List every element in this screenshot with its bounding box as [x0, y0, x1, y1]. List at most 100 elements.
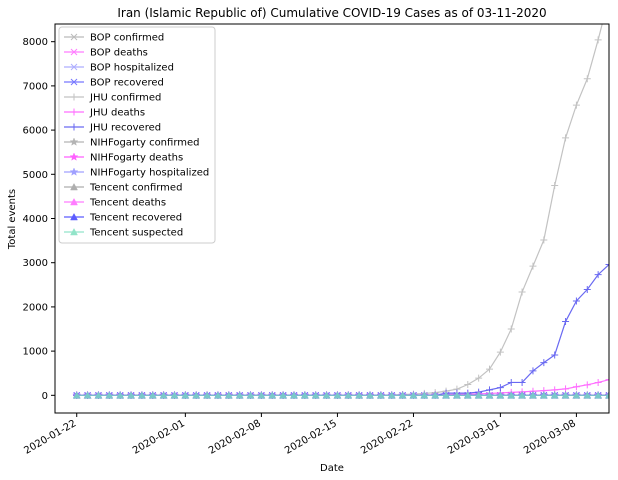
legend-label: NIHFogarty confirmed — [90, 138, 200, 149]
data-point-tencent-suspected — [300, 391, 309, 399]
legend-label: JHU confirmed — [89, 93, 161, 104]
y-tick-label: 2000 — [23, 302, 48, 313]
data-point-tencent-suspected — [453, 391, 461, 399]
legend-label: NIHFogarty hospitalized — [90, 168, 209, 179]
series-line-jhu-recovered — [76, 264, 609, 396]
legend-marker — [70, 182, 78, 191]
data-point-tencent-suspected — [376, 391, 385, 399]
legend-entry-nihfogarty-confirmed — [64, 137, 84, 146]
legend-entry-tencent-confirmed — [64, 182, 84, 191]
data-point-tencent-suspected — [116, 391, 125, 399]
data-point-tencent-suspected — [94, 391, 103, 399]
legend-label: Tencent recovered — [89, 213, 182, 224]
x-axis-label: Date — [320, 463, 344, 474]
data-point-tencent-suspected — [322, 391, 331, 399]
data-point-jhu-recovered — [551, 351, 559, 359]
data-point-jhu-recovered — [507, 378, 515, 386]
data-point-jhu-recovered — [594, 271, 602, 279]
data-point-tencent-suspected — [290, 391, 298, 399]
data-point-tencent-suspected — [72, 391, 81, 399]
data-point-jhu-confirmed — [529, 262, 537, 270]
legend-entry-jhu-confirmed — [64, 93, 84, 101]
data-point-tencent-suspected — [605, 391, 609, 399]
plot-frame — [54, 23, 610, 414]
y-axis-label: Total events — [7, 189, 18, 250]
data-point-tencent-suspected — [355, 391, 364, 399]
data-point-jhu-recovered — [562, 318, 570, 326]
data-point-tencent-suspected — [583, 391, 592, 399]
data-point-tencent-suspected — [83, 391, 92, 399]
data-point-tencent-suspected — [539, 391, 548, 399]
data-point-tencent-suspected — [159, 391, 168, 399]
legend-marker — [69, 167, 79, 176]
legend-entry-jhu-deaths — [64, 108, 84, 116]
data-point-tencent-suspected — [496, 391, 505, 399]
chart-title: Iran (Islamic Republic of) Cumulative CO… — [117, 6, 546, 20]
legend-marker — [70, 63, 78, 71]
data-point-jhu-confirmed — [572, 101, 580, 109]
data-point-jhu-deaths — [594, 378, 602, 386]
legend-entry-jhu-recovered — [64, 123, 84, 131]
data-point-jhu-confirmed — [540, 236, 548, 244]
legend-label: BOP deaths — [90, 48, 148, 59]
y-tick-label: 0 — [42, 391, 48, 402]
legend-marker — [70, 93, 78, 101]
data-point-tencent-suspected — [344, 391, 353, 399]
legend-marker — [70, 212, 78, 221]
data-point-tencent-suspected — [485, 391, 494, 399]
x-tick-label: 2020-02-15 — [283, 418, 339, 457]
data-point-tencent-suspected — [203, 391, 211, 399]
data-point-tencent-suspected — [170, 391, 179, 399]
data-point-tencent-suspected — [246, 391, 255, 399]
data-point-tencent-suspected — [235, 391, 244, 399]
legend-entry-bop-recovered — [64, 78, 84, 86]
y-tick-label: 4000 — [23, 214, 48, 225]
y-tick-label: 7000 — [23, 81, 48, 92]
data-point-tencent-suspected — [409, 391, 418, 399]
x-tick-label: 2020-03-01 — [446, 418, 502, 457]
data-point-tencent-suspected — [279, 391, 288, 399]
data-point-jhu-confirmed — [507, 325, 515, 333]
data-point-tencent-suspected — [507, 391, 516, 399]
data-point-jhu-confirmed — [518, 288, 526, 296]
data-point-jhu-recovered — [605, 261, 609, 269]
data-point-tencent-suspected — [214, 391, 222, 399]
data-point-tencent-suspected — [594, 391, 603, 399]
data-point-tencent-suspected — [127, 391, 135, 399]
data-point-jhu-deaths — [583, 381, 591, 389]
legend-label: BOP hospitalized — [90, 63, 174, 74]
data-point-tencent-suspected — [474, 391, 483, 399]
data-point-jhu-recovered — [540, 359, 548, 367]
data-point-tencent-suspected — [398, 391, 407, 399]
data-point-jhu-recovered — [583, 285, 591, 293]
y-tick-label: 5000 — [23, 170, 48, 181]
data-point-tencent-suspected — [572, 391, 581, 399]
data-point-tencent-suspected — [442, 391, 450, 399]
data-point-tencent-suspected — [137, 391, 146, 399]
data-point-tencent-suspected — [333, 391, 342, 399]
data-point-tencent-suspected — [181, 391, 190, 399]
data-point-tencent-suspected — [550, 391, 559, 399]
x-tick-label: 2020-02-01 — [131, 418, 187, 457]
legend-label: JHU recovered — [89, 123, 161, 134]
data-point-jhu-confirmed — [562, 134, 570, 142]
data-point-tencent-suspected — [148, 391, 157, 399]
data-point-tencent-suspected — [257, 391, 266, 399]
y-tick-label: 8000 — [23, 37, 48, 48]
data-point-tencent-suspected — [463, 391, 472, 399]
data-point-tencent-suspected — [268, 391, 277, 399]
legend-entry-tencent-recovered — [64, 212, 84, 221]
plot-area — [72, 24, 609, 400]
legend-marker — [70, 197, 78, 206]
legend-marker — [70, 227, 78, 236]
legend-entry-tencent-deaths — [64, 197, 84, 206]
data-point-tencent-suspected — [192, 391, 201, 399]
data-point-tencent-suspected — [366, 391, 374, 399]
data-point-jhu-recovered — [496, 384, 504, 392]
legend-label: NIHFogarty deaths — [90, 153, 183, 164]
data-point-jhu-recovered — [529, 367, 537, 375]
x-tick-label: 2020-02-08 — [207, 418, 263, 457]
legend-marker — [69, 137, 79, 146]
legend-entry-bop-deaths — [64, 48, 84, 56]
